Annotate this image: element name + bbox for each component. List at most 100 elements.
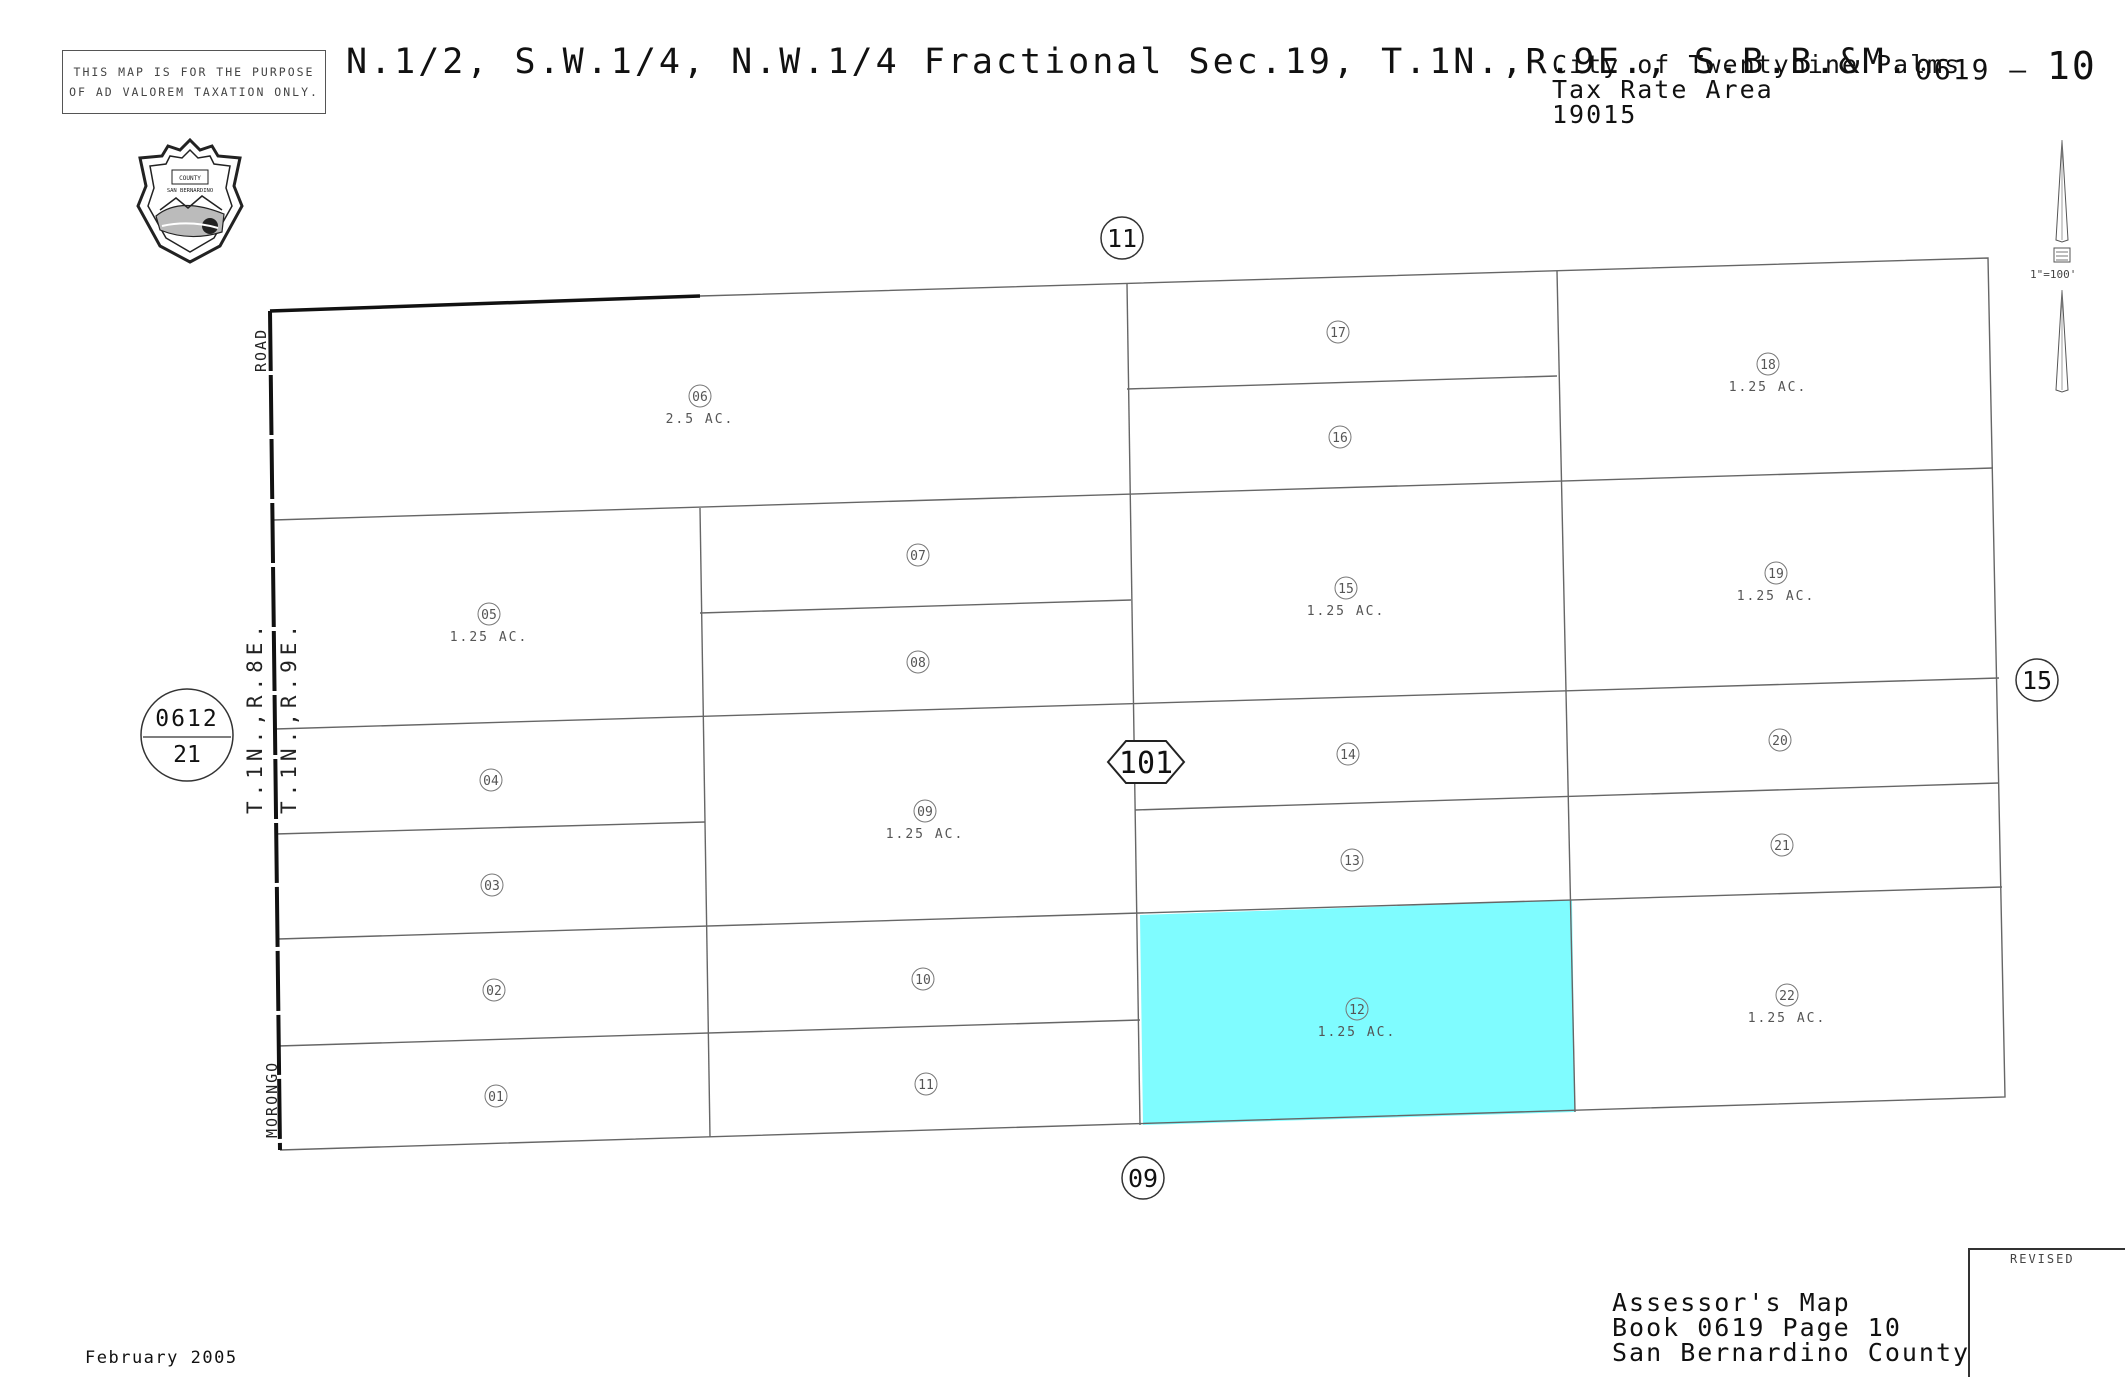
map-date: February 2005 [85, 1348, 238, 1368]
parcel-number-circle [484, 1084, 508, 1108]
parcel-07[interactable]: 07 [906, 543, 930, 567]
parcel-number-circle [1336, 742, 1360, 766]
adjacent-page-south[interactable]: 09 [1121, 1156, 1165, 1200]
parcel-number: 13 [1344, 854, 1360, 869]
parcel-number: 14 [1340, 748, 1356, 763]
parcel-acreage: 1.25 AC. [1318, 1025, 1397, 1040]
parcel-number-circle [906, 650, 930, 674]
parcel-01[interactable]: 01 [484, 1084, 508, 1108]
parcel-acreage: 1.25 AC. [1729, 380, 1808, 395]
map-book-number: 0619 [1915, 53, 1991, 86]
parcel-number: 06 [692, 390, 708, 405]
parcel-17[interactable]: 17 [1326, 320, 1350, 344]
parcel-number-circle [911, 967, 935, 991]
parcel-number: 16 [1332, 431, 1348, 446]
svg-text:11: 11 [1107, 224, 1137, 253]
svg-text:21: 21 [173, 742, 201, 768]
parcel-acreage: 1.25 AC. [1748, 1011, 1827, 1026]
parcel-08[interactable]: 08 [906, 650, 930, 674]
block-number: 101 [1106, 740, 1186, 784]
parcel-number-circle [914, 1072, 938, 1096]
parcel-13[interactable]: 13 [1340, 848, 1364, 872]
disclaimer-line-2: OF AD VALOREM TAXATION ONLY. [69, 85, 319, 99]
parcel-number: 19 [1768, 567, 1784, 582]
parcel-number-circle [688, 384, 712, 408]
map-title: N.1/2, S.W.1/4, N.W.1/4 Fractional Sec.1… [346, 42, 1911, 82]
assessor-block: Assessor's Map Book 0619 Page 10 San Ber… [1612, 1290, 1970, 1365]
map-number-dash: – [2009, 53, 2029, 86]
parcel-number: 01 [488, 1090, 504, 1105]
parcel-09[interactable]: 09 1.25 AC. [886, 799, 965, 842]
parcel-acreage: 2.5 AC. [666, 412, 735, 427]
svg-text:09: 09 [1128, 1164, 1158, 1193]
parcel-number-circle [913, 799, 937, 823]
parcel-22[interactable]: 22 1.25 AC. [1748, 983, 1827, 1026]
parcel-number-circle [1756, 352, 1780, 376]
parcel-acreage: 1.25 AC. [450, 630, 529, 645]
range-label-r8e: T.1N.,R.8E. [243, 620, 267, 814]
parcel-number: 03 [484, 879, 500, 894]
parcel-number-circle [1768, 728, 1792, 752]
parcel-acreage: 1.25 AC. [886, 827, 965, 842]
parcel-16[interactable]: 16 [1328, 425, 1352, 449]
parcel-14[interactable]: 14 [1336, 742, 1360, 766]
parcel-number: 21 [1774, 839, 1790, 854]
adjacent-page-east[interactable]: 15 [2015, 658, 2059, 702]
parcel-12-highlight[interactable] [1140, 900, 1575, 1125]
county-seal-icon: COUNTY SAN BERNARDINO [136, 137, 244, 264]
revised-label: REVISED [2010, 1252, 2075, 1266]
parcel-number-circle [1334, 576, 1358, 600]
parcel-number-circle [477, 602, 501, 626]
assessor-line-2: Book 0619 Page 10 [1612, 1313, 1902, 1342]
parcel-04[interactable]: 04 [479, 768, 503, 792]
parcel-05[interactable]: 05 1.25 AC. [450, 602, 529, 645]
svg-text:15: 15 [2022, 666, 2052, 695]
parcel-number: 18 [1760, 358, 1776, 373]
parcel-20[interactable]: 20 [1768, 728, 1792, 752]
parcel-number-circle [906, 543, 930, 567]
city-block: City of Twentynine Palms Tax Rate Area 1… [1552, 52, 1961, 127]
disclaimer-line-1: THIS MAP IS FOR THE PURPOSE [73, 65, 315, 79]
scale-label: 1"=100' [2030, 268, 2077, 281]
range-label-r9e: T.1N.,R.9E. [277, 620, 301, 814]
parcel-15[interactable]: 15 1.25 AC. [1307, 576, 1386, 619]
parcel-number-circle [1345, 997, 1369, 1021]
parcel-number-circle [1770, 833, 1794, 857]
city-name: City of Twentynine Palms [1552, 50, 1962, 79]
svg-text:0612: 0612 [155, 706, 218, 732]
parcel-21[interactable]: 21 [1770, 833, 1794, 857]
adjacent-page-north[interactable]: 11 [1100, 216, 1144, 260]
assessor-line-3: San Bernardino County [1612, 1338, 1971, 1367]
map-page-number: 10 [2047, 44, 2097, 88]
map-number: 0619 – 10 [1915, 44, 2097, 88]
parcel-19[interactable]: 19 1.25 AC. [1737, 561, 1816, 604]
disclaimer-box: THIS MAP IS FOR THE PURPOSE OF AD VALORE… [62, 50, 326, 114]
parcel-12[interactable]: 12 1.25 AC. [1318, 997, 1397, 1040]
parcel-number-circle [479, 768, 503, 792]
parcel-03[interactable]: 03 [480, 873, 504, 897]
parcel-10[interactable]: 10 [911, 967, 935, 991]
parcel-number: 10 [915, 973, 931, 988]
parcel-number-circle [482, 978, 506, 1002]
parcel-number: 17 [1330, 326, 1346, 341]
parcel-number-circle [480, 873, 504, 897]
parcel-number-circle [1340, 848, 1364, 872]
parcel-02[interactable]: 02 [482, 978, 506, 1002]
parcel-acreage: 1.25 AC. [1307, 604, 1386, 619]
svg-text:101: 101 [1119, 746, 1173, 781]
adjacent-page-west[interactable]: 0612 21 [140, 688, 234, 782]
parcel-number: 15 [1338, 582, 1354, 597]
parcel-number: 11 [918, 1078, 934, 1093]
parcel-18[interactable]: 18 1.25 AC. [1729, 352, 1808, 395]
parcel-number: 09 [917, 805, 933, 820]
revised-box [1968, 1248, 2125, 1377]
parcel-06[interactable]: 06 2.5 AC. [666, 384, 735, 427]
north-arrow-icon [2053, 140, 2071, 393]
parcel-11[interactable]: 11 [914, 1072, 938, 1096]
road-line-north [269, 294, 701, 313]
parcel-number: 12 [1349, 1003, 1365, 1018]
seal-text-county: COUNTY [179, 175, 201, 182]
parcel-number-circle [1764, 561, 1788, 585]
parcel-acreage: 1.25 AC. [1737, 589, 1816, 604]
